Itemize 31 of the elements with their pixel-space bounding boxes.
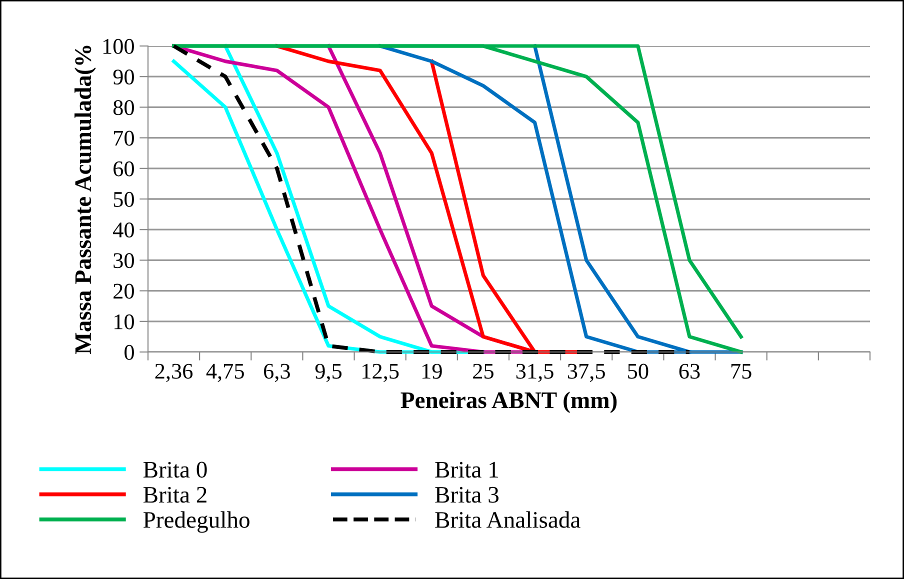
x-axis-title: Peneiras ABNT (mm) — [400, 392, 617, 414]
x-tick-label: 37,5 — [568, 364, 605, 382]
legend-label: Brita 3 — [435, 486, 498, 503]
x-tick-label: 75 — [731, 364, 752, 379]
legend-label: Brita 0 — [143, 462, 207, 478]
legend-label: Brita 2 — [143, 486, 206, 503]
x-tick-label: 9,5 — [315, 364, 342, 382]
y-tick-label: 30 — [114, 253, 134, 268]
x-tick-label: 31,5 — [516, 364, 554, 382]
legend-label: Predegulho — [143, 511, 250, 533]
x-tick-label: 19 — [422, 364, 442, 379]
x-tick-label: 12,5 — [362, 364, 399, 382]
y-tick-label: 40 — [113, 222, 134, 238]
y-tick-label: 80 — [113, 100, 134, 116]
y-tick-label: 0 — [124, 344, 134, 360]
y-tick-label: 10 — [114, 314, 134, 330]
y-tick-label: 70 — [114, 130, 134, 146]
legend-label: Brita 1 — [435, 462, 498, 478]
x-tick-label: 25 — [473, 364, 494, 379]
x-tick-label: 2,36 — [155, 364, 193, 382]
y-tick-label: 60 — [114, 161, 134, 176]
y-tick-label: 90 — [113, 70, 134, 85]
y-tick-label: 20 — [114, 284, 134, 299]
y-axis-title: Massa Passante Acumulada(% — [74, 46, 96, 354]
x-tick-label: 4,75 — [206, 364, 244, 382]
y-tick-label: 100 — [103, 38, 134, 54]
x-tick-label: 6,3 — [264, 364, 290, 382]
x-tick-label: 50 — [628, 364, 648, 379]
y-tick-label: 50 — [114, 192, 134, 207]
legend-label: Brita Analisada — [435, 511, 580, 528]
x-tick-label: 63 — [679, 364, 700, 379]
